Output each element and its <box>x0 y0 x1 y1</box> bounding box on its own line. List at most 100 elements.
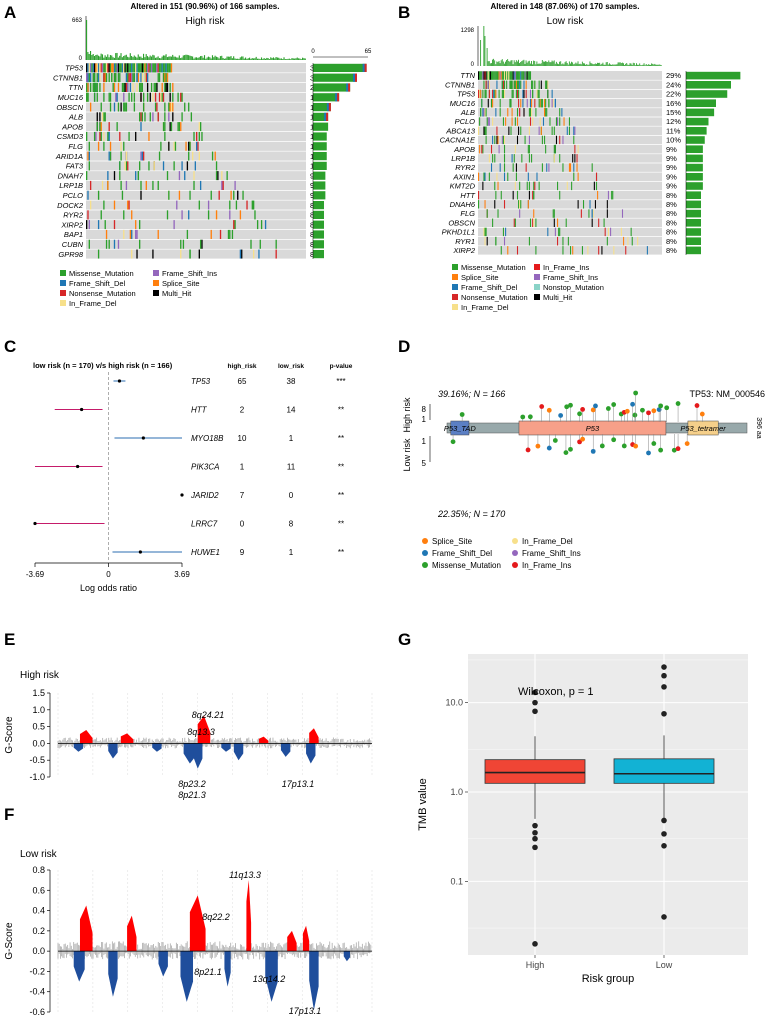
legend-item: Frame_Shift_Del <box>69 279 126 288</box>
tmb-bar <box>176 57 178 60</box>
mutation-cell <box>176 200 178 210</box>
y-tick-label: 10.0 <box>445 698 463 708</box>
tmb-bar <box>199 56 202 60</box>
mutation-cell <box>113 82 116 93</box>
tmb-bar <box>202 57 204 60</box>
mutation-cell <box>490 98 493 108</box>
mutation-cell <box>528 236 530 246</box>
mutation-cell <box>166 73 169 83</box>
mutation-cell <box>87 82 89 93</box>
mutation-cell <box>157 112 159 122</box>
mutation-cell <box>103 112 105 122</box>
mutation-cell <box>591 163 593 172</box>
mutation-cell <box>135 131 137 142</box>
mutation-cell <box>113 73 116 83</box>
tmb-bar <box>283 57 285 60</box>
gene-label: CACNA1E <box>440 136 476 145</box>
mutation-cell <box>519 181 521 191</box>
tmb-bar <box>585 64 587 66</box>
lollipop-head <box>658 447 664 453</box>
mutation-cell <box>182 239 185 249</box>
mutation-cell <box>237 190 239 200</box>
lollipop-ylabel-top: High risk <box>402 397 412 433</box>
forest-gene: HTT <box>191 406 208 415</box>
tmb-bar <box>86 20 88 60</box>
legend-item: Splice_Site <box>432 537 473 546</box>
mutation-cell <box>174 141 177 151</box>
tmb-bar <box>529 63 531 66</box>
tmb-bar <box>279 58 281 60</box>
tmb-bar <box>230 56 232 60</box>
legend-item: Frame_Shift_Ins <box>522 549 581 558</box>
lollipop-head <box>580 436 586 442</box>
tmb-bar <box>531 60 532 66</box>
gistic-ytick-label: 0.0 <box>32 738 45 748</box>
tmb-bar <box>225 58 227 60</box>
tmb-bar <box>268 59 271 60</box>
tmb-bar <box>180 58 182 60</box>
mutation-cell <box>531 98 533 108</box>
mutation-cell <box>502 117 504 126</box>
tmb-bar <box>619 62 621 66</box>
mutation-cell <box>582 200 585 209</box>
lollipop-head <box>656 407 662 412</box>
oncoplot-subtitle: High risk <box>186 16 226 27</box>
tmb-bar <box>563 64 565 66</box>
forest-pvalue: ** <box>338 491 344 500</box>
mutation-cell <box>528 71 530 80</box>
mutation-cell <box>162 161 165 171</box>
tmb-bar <box>93 56 96 60</box>
mutation-cell <box>96 92 98 102</box>
side-bar <box>313 161 327 170</box>
mutation-cell <box>87 73 89 83</box>
mutation-cell <box>494 135 496 145</box>
tmb-bar <box>558 64 559 66</box>
mutation-cell <box>86 171 88 181</box>
tmb-bar <box>217 57 219 60</box>
mutation-cell <box>101 112 104 122</box>
tmb-bar <box>196 57 198 60</box>
mutation-cell <box>531 154 533 163</box>
mutation-cell <box>571 181 573 191</box>
mutation-cell <box>591 209 593 218</box>
legend-swatch <box>534 264 540 270</box>
tmb-bar <box>598 62 600 66</box>
mutation-cell <box>168 63 170 73</box>
gistic-ytick-label: -0.5 <box>29 755 45 765</box>
protein-domain <box>518 420 667 436</box>
mutation-cell <box>180 92 182 102</box>
tmb-bar <box>132 57 134 60</box>
mutation-cell <box>201 131 203 142</box>
mutation-cell <box>507 246 509 255</box>
mutation-cell <box>198 151 200 161</box>
legend-swatch <box>60 300 66 306</box>
mutation-cell <box>146 82 149 93</box>
mutation-cell <box>606 236 608 246</box>
forest-low-count: 38 <box>287 377 296 386</box>
mutation-cell <box>509 98 511 108</box>
mutation-cell <box>234 180 236 191</box>
mutation-cell <box>188 210 190 220</box>
mutation-cell <box>541 135 543 145</box>
mutation-cell <box>160 141 162 151</box>
mutation-cell <box>184 171 186 181</box>
forest-low-count: 14 <box>287 406 296 415</box>
percent-label: 24% <box>666 80 681 89</box>
tmb-bar <box>526 62 528 66</box>
mutation-cell <box>478 126 480 136</box>
tmb-bar <box>544 61 545 66</box>
legend-swatch <box>60 280 66 286</box>
mutation-cell <box>100 210 102 220</box>
side-bar <box>313 73 357 82</box>
x-tick-label: High <box>526 960 545 970</box>
mutation-cell <box>242 190 244 200</box>
tmb-bar <box>221 55 223 60</box>
tmb-bar <box>645 64 647 66</box>
mutation-cell <box>199 122 202 132</box>
mutation-cell <box>168 112 170 122</box>
mutation-cell <box>172 82 174 93</box>
tmb-bar <box>267 58 269 60</box>
mutation-cell <box>562 163 564 172</box>
tmb-bar <box>239 57 241 60</box>
mutation-cell <box>116 92 118 102</box>
